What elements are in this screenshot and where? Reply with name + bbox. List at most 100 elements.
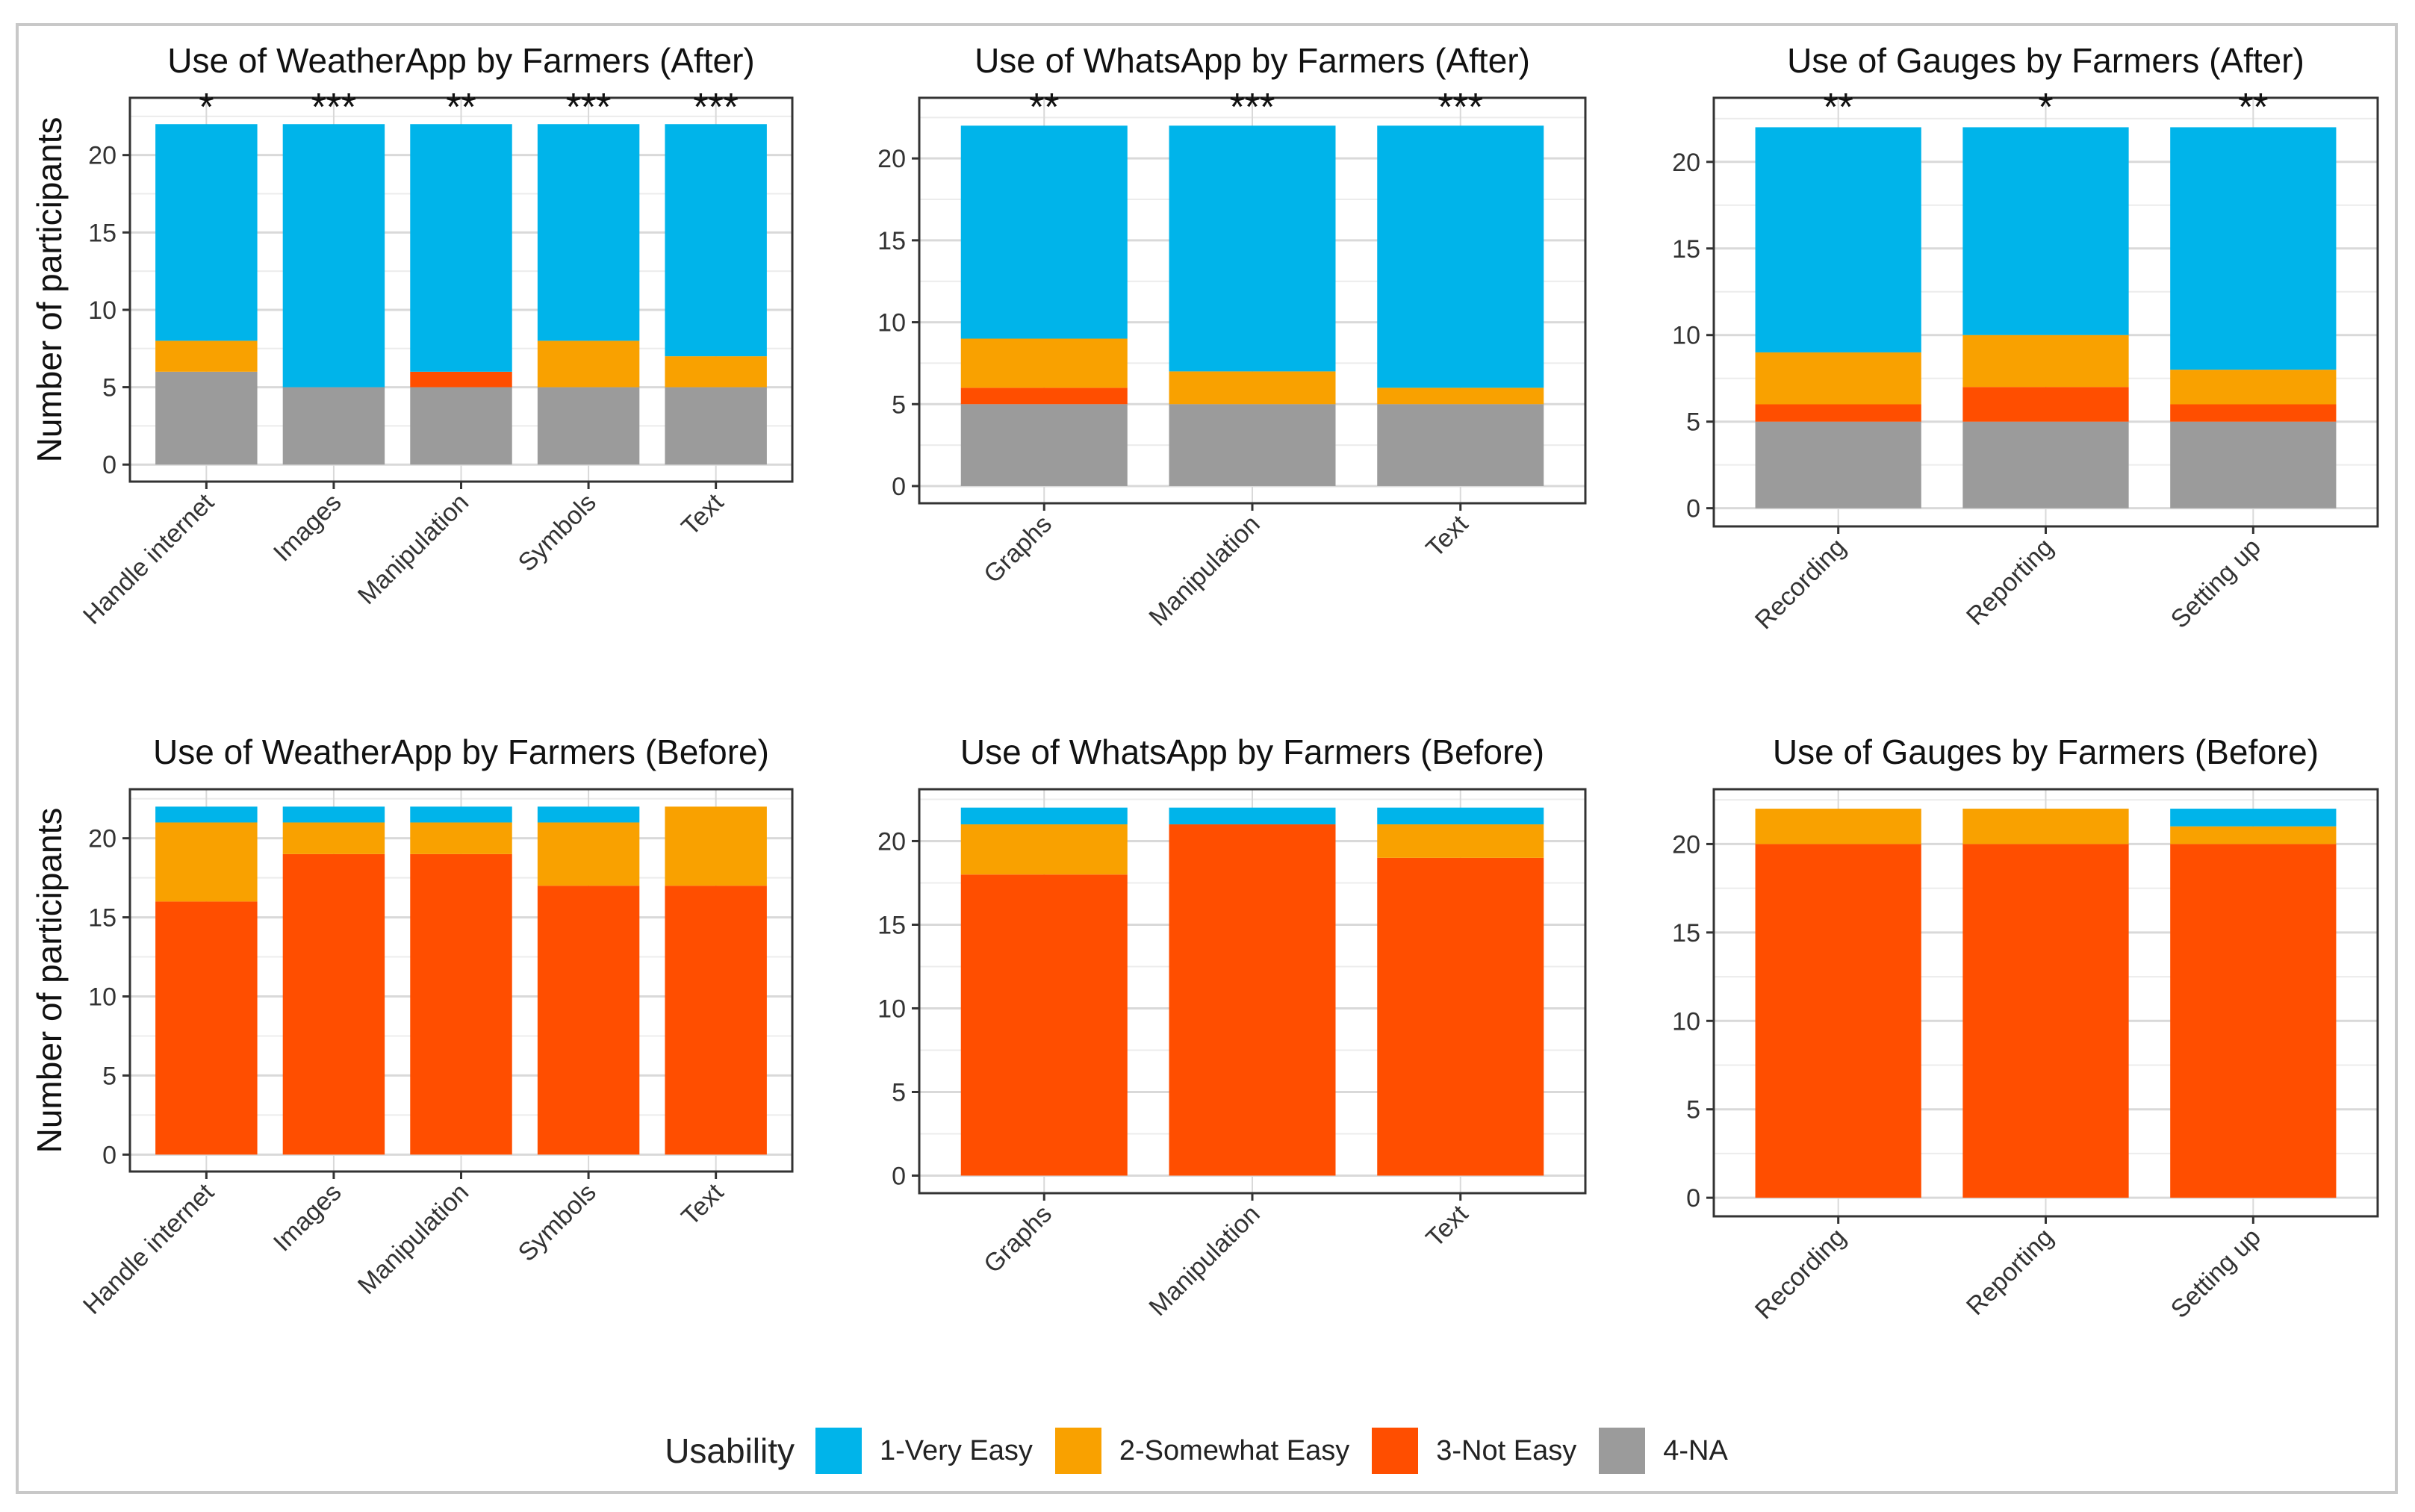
x-tick-label: Manipulation [352,488,474,610]
y-tick-label: 20 [877,145,906,173]
bar-segment--very-easy [282,124,385,388]
bar-segment--not-easy [2170,404,2337,422]
y-tick-label: 10 [88,296,116,325]
y-tick-label: 20 [1672,149,1700,177]
bar-segment--not-easy [410,371,512,388]
bar-segment--not-easy [1169,824,1336,1176]
x-tick-label: Symbols [513,1178,602,1267]
bar-segment--na [282,387,385,465]
bar-segment--somewhat-easy [1169,371,1336,405]
y-tick-label: 15 [88,219,116,247]
bar-segment--very-easy [960,125,1128,339]
bar-segment--na [410,387,512,465]
y-tick-label: 5 [892,1078,906,1107]
bar-segment--na [665,387,767,465]
bar-segment--not-easy [1755,404,1921,422]
x-tick-label: Handle internet [78,488,220,629]
bar-segment--somewhat-easy [1962,335,2129,388]
significance-label: *** [1438,86,1483,129]
legend-title: Usability [665,1431,795,1470]
x-tick-label: Images [268,1178,347,1257]
significance-label: *** [693,86,739,129]
significance-label: * [2038,86,2053,129]
bar-segment--na [1377,404,1544,486]
y-tick-label: 5 [892,391,906,419]
legend-swatch [815,1428,862,1474]
bar-segment--somewhat-easy [1962,809,2129,844]
bar-segment--somewhat-easy [2170,826,2337,844]
legend-label: 2-Somewhat Easy [1119,1434,1350,1466]
bar-segment--very-easy [410,806,512,823]
legend-item-not-easy: 3-Not Easy [1372,1428,1576,1474]
y-axis-title: Number of participants [30,117,69,463]
x-tick-label: Handle internet [78,1177,220,1319]
bar-segment--somewhat-easy [2170,370,2337,405]
bar-segment--not-easy [1962,387,2129,422]
bar-segment--very-easy [1962,127,2129,335]
y-tick-label: 0 [892,1162,906,1190]
bar-segment--somewhat-easy [1377,824,1544,858]
y-tick-label: 5 [1686,1096,1700,1124]
bar-segment--na [537,387,640,465]
legend-swatch [1372,1428,1419,1474]
x-tick-label: Text [676,1177,729,1231]
y-tick-label: 10 [1672,1007,1700,1036]
y-tick-label: 5 [102,374,116,402]
significance-label: * [199,86,214,129]
x-tick-label: Symbols [513,488,602,577]
legend: Usability 1-Very Easy 2-Somewhat Easy 3-… [0,1428,2415,1474]
bar-segment--not-easy [282,853,385,1155]
bar-segment--somewhat-easy [537,822,640,886]
y-tick-label: 15 [88,904,116,933]
bar-segment--na [155,371,258,465]
bar-segment--somewhat-easy [960,824,1128,875]
chart-title: Use of WhatsApp by Farmers (After) [975,41,1530,80]
significance-label: ** [2238,86,2268,129]
chart-title: Use of Gauges by Farmers (Before) [1773,732,2319,771]
y-tick-label: 20 [88,142,116,170]
bar-segment--na [1962,421,2129,508]
bar-segment--not-easy [537,886,640,1155]
y-tick-label: 10 [1672,322,1700,350]
significance-label: ** [1029,86,1059,129]
y-tick-label: 15 [1672,919,1700,948]
bar-segment--very-easy [537,806,640,823]
x-tick-label: Graphs [978,1200,1057,1279]
bar-segment--not-easy [2170,844,2337,1198]
bar-segment--very-easy [1755,127,1921,352]
x-tick-label: Text [1420,509,1473,562]
bar-segment--very-easy [155,124,258,341]
bar-segment--very-easy [960,807,1128,825]
bar-segment--very-easy [2170,127,2337,370]
bar-segment--na [2170,421,2337,508]
bar-segment--somewhat-easy [960,338,1128,388]
x-tick-label: Text [676,488,729,541]
bar-segment--somewhat-easy [410,822,512,854]
y-tick-label: 5 [102,1062,116,1090]
x-tick-label: Setting up [2166,1223,2266,1324]
x-tick-label: Recording [1750,1223,1851,1325]
y-tick-label: 0 [102,451,116,479]
x-tick-label: Images [268,488,347,567]
significance-label: *** [311,86,357,129]
y-tick-label: 10 [877,995,906,1023]
significance-label: *** [1230,86,1275,129]
y-tick-label: 5 [1686,408,1700,437]
y-tick-label: 20 [88,825,116,853]
legend-label: 3-Not Easy [1436,1434,1577,1466]
significance-label: ** [446,86,476,129]
bar-segment--not-easy [960,388,1128,405]
bar-segment--somewhat-easy [665,356,767,388]
y-tick-label: 20 [1672,830,1700,859]
bar-segment--somewhat-easy [1377,388,1544,405]
legend-item-somewhat-easy: 2-Somewhat Easy [1054,1428,1350,1474]
x-tick-label: Graphs [978,510,1057,589]
bar-segment--na [1755,421,1921,508]
y-tick-label: 15 [1672,235,1700,264]
y-tick-label: 0 [102,1141,116,1169]
bar-segment--very-easy [410,124,512,372]
x-tick-label: Reporting [1961,1223,2059,1321]
bar-segment--not-easy [155,901,258,1155]
x-tick-label: Manipulation [1143,510,1265,632]
legend-swatch [1054,1428,1101,1474]
